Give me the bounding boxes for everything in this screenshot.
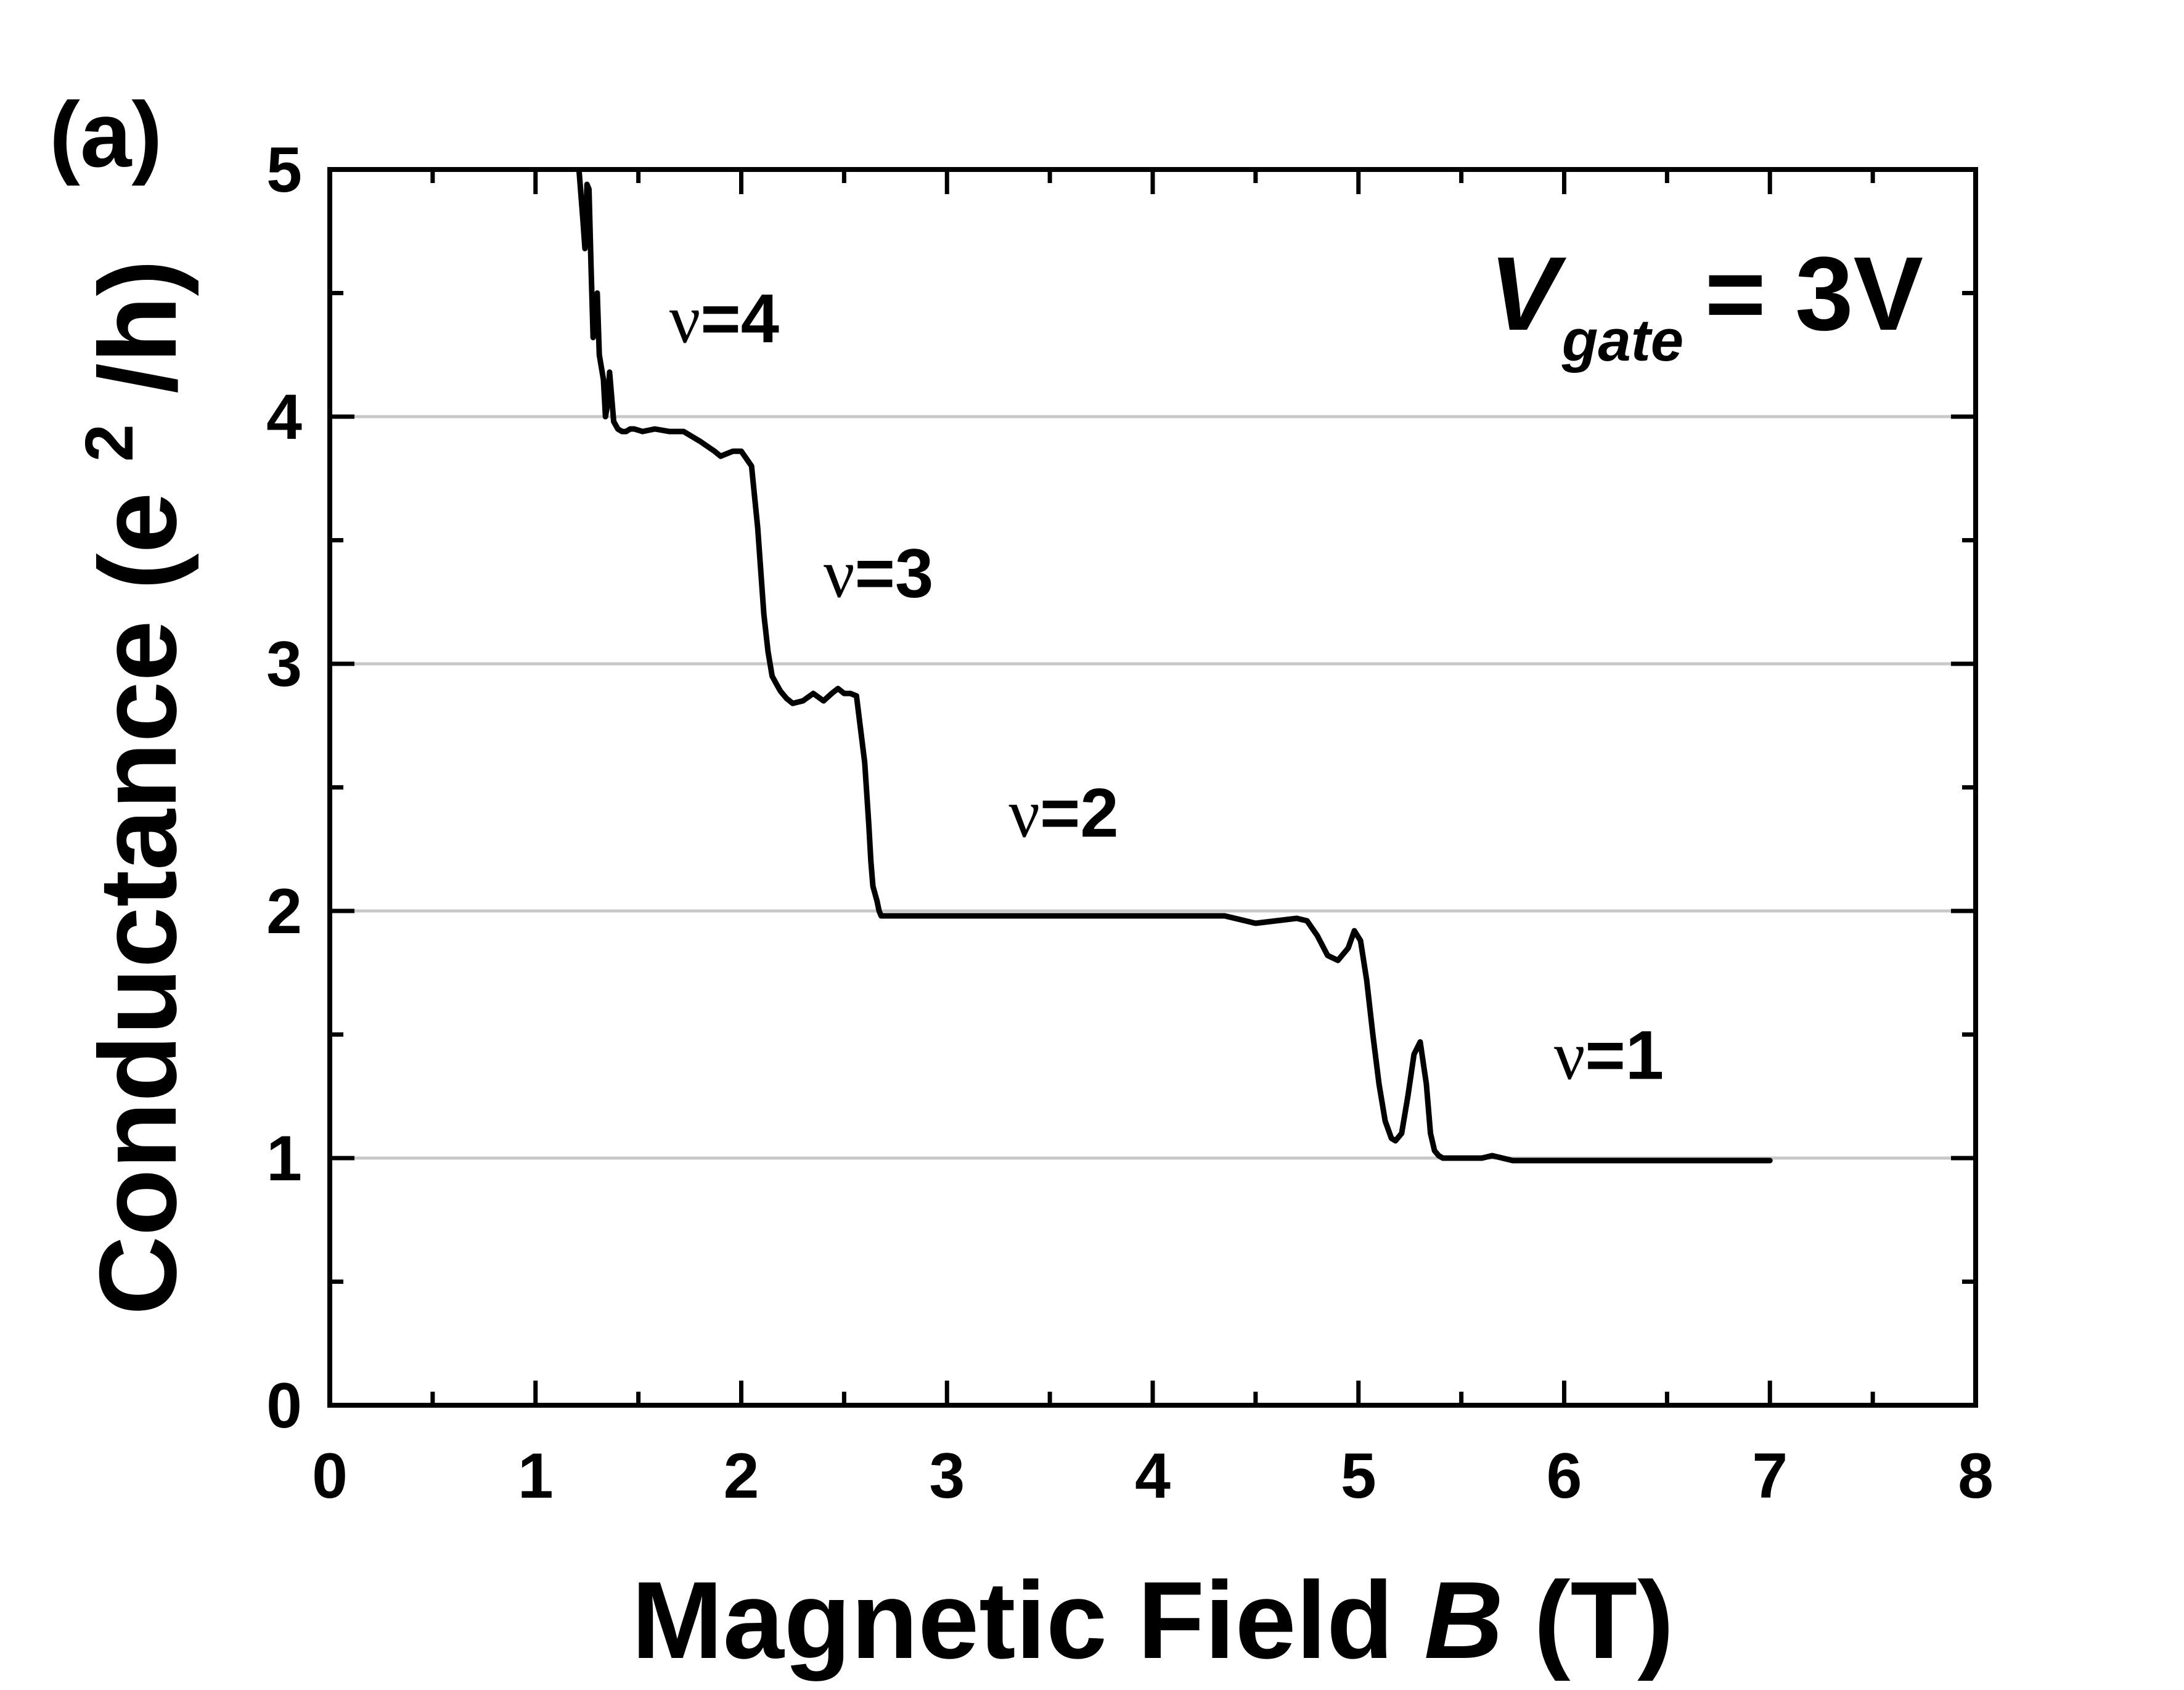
x-tick-label-8: 8 (1958, 1440, 1994, 1512)
y-tick-label-2: 2 (266, 876, 302, 947)
conductance-series-line-0 (576, 169, 1773, 1164)
y-axis-title-text: Conductance (e (76, 492, 199, 1315)
gate-voltage-symbol: V (1489, 235, 1567, 353)
tick-labels: 0 1 2 3 4 5 6 7 8 0 1 2 3 4 5 (266, 134, 1994, 1512)
x-tick-label-6: 6 (1547, 1440, 1582, 1512)
x-tick-label-2: 2 (724, 1440, 759, 1512)
y-axis-title: Conductance (e 2 /h) (33, 259, 199, 1315)
y-tick-label-5: 5 (266, 134, 302, 206)
x-tick-label-1: 1 (518, 1440, 554, 1512)
y-axis-title-superscript: 2 (72, 424, 147, 462)
panel-label: (a) (49, 83, 162, 186)
x-tick-label-5: 5 (1341, 1440, 1376, 1512)
x-axis-title-text: Magnetic Field (631, 1559, 1393, 1681)
x-axis-title-variable: B (1424, 1559, 1503, 1681)
data-series (576, 169, 1773, 1164)
x-axis-title: Magnetic Field B (T) (631, 1559, 1674, 1681)
x-tick-label-0: 0 (312, 1440, 348, 1512)
y-tick-label-0: 0 (266, 1370, 302, 1442)
filling-factor-label-1: ν=3 (824, 535, 933, 613)
gate-voltage-subscript: gate (1561, 308, 1683, 374)
y-axis-title-end: /h) (76, 259, 199, 393)
x-axis-title-unit: (T) (1534, 1559, 1674, 1681)
x-tick-label-3: 3 (929, 1440, 965, 1512)
y-tick-label-1: 1 (266, 1123, 302, 1194)
filling-factor-label-0: ν=4 (669, 280, 779, 358)
y-tick-label-3: 3 (266, 629, 302, 700)
filling-factor-label-2: ν=2 (1008, 775, 1118, 852)
gate-voltage-value: = 3V (1705, 235, 1923, 353)
plot-frame (327, 167, 1978, 1408)
gate-voltage-label: V gate = 3V (1489, 235, 1923, 374)
y-tick-label-4: 4 (266, 382, 302, 453)
filling-factor-annotations: ν=4 ν=3 ν=2 ν=1 (669, 280, 1664, 1095)
x-tick-label-4: 4 (1135, 1440, 1171, 1512)
filling-factor-label-3: ν=1 (1554, 1017, 1664, 1095)
x-tick-label-7: 7 (1752, 1440, 1788, 1512)
